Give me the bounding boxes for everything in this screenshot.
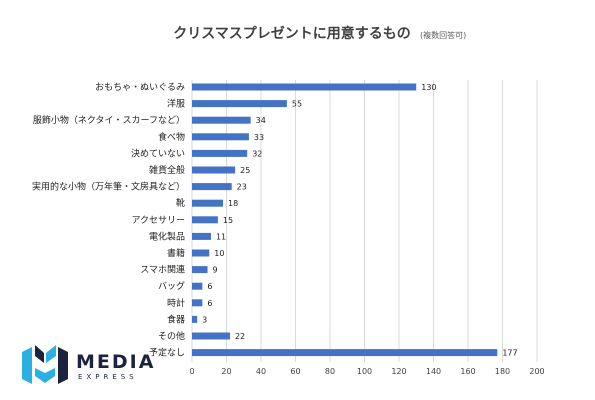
x-tick-label: 200 — [529, 367, 544, 376]
value-label: 11 — [216, 232, 226, 241]
x-tick-label: 80 — [325, 367, 335, 376]
x-tick-labels: 0 20 40 60 80 100 120 140 160 180 200 — [189, 367, 544, 376]
value-label: 22 — [235, 332, 245, 341]
bar — [192, 83, 417, 91]
category-label: 食べ物 — [158, 131, 185, 143]
category-label: その他 — [158, 330, 185, 342]
value-label: 55 — [292, 100, 302, 109]
category-label: 実用的な小物（万年筆・文房具など） — [32, 181, 185, 193]
category-label: スマホ関連 — [140, 264, 185, 276]
value-label: 33 — [254, 133, 264, 142]
bar — [192, 266, 208, 274]
value-label: 177 — [502, 349, 517, 358]
bar — [192, 332, 230, 340]
bar — [192, 149, 248, 157]
x-tick-label: 160 — [460, 367, 475, 376]
chart-title-note: (複数回答可) — [420, 30, 466, 40]
bars — [192, 83, 498, 357]
bar — [192, 349, 498, 357]
logo-mark-icon — [22, 345, 68, 384]
x-tick-label: 0 — [189, 367, 194, 376]
category-label: 洋服 — [167, 98, 185, 110]
value-label: 10 — [214, 249, 224, 258]
x-tick-label: 120 — [391, 367, 406, 376]
value-label: 6 — [207, 299, 212, 308]
grid — [191, 80, 538, 362]
category-label: アクセサリー — [131, 215, 185, 226]
category-label: 服飾小物（ネクタイ・スカーフなど） — [33, 114, 185, 126]
value-label: 34 — [256, 116, 266, 125]
bar — [192, 100, 287, 108]
category-label: バッグ — [158, 280, 185, 292]
bar — [192, 232, 211, 240]
category-label: おもちゃ・ぬいぐるみ — [95, 82, 185, 93]
x-tick-label: 60 — [290, 367, 300, 376]
bar — [192, 216, 218, 224]
value-label: 15 — [223, 216, 233, 225]
category-label: 電化製品 — [149, 230, 185, 242]
bar — [192, 133, 249, 141]
value-label: 130 — [421, 83, 436, 92]
category-label: 靴 — [176, 197, 185, 209]
x-tick-label: 20 — [221, 367, 231, 376]
bar — [192, 199, 224, 207]
value-label: 23 — [237, 183, 247, 192]
x-tick-label: 180 — [495, 367, 510, 376]
category-label: 予定なし — [149, 347, 185, 359]
bar — [192, 315, 198, 323]
media-express-logo: MEDIA EXPRESS — [22, 345, 155, 384]
bar — [192, 116, 251, 124]
x-tick-label: 100 — [357, 367, 372, 376]
value-label: 9 — [213, 266, 218, 275]
bar — [192, 166, 236, 174]
bar — [192, 249, 210, 257]
value-label: 25 — [240, 166, 250, 175]
category-label: 書籍 — [167, 247, 185, 259]
x-tick-label: 140 — [426, 367, 441, 376]
bar — [192, 299, 203, 307]
bar — [192, 183, 232, 191]
value-label: 18 — [228, 199, 238, 208]
category-label: 雑貨全般 — [149, 164, 185, 176]
x-tick-label: 40 — [256, 367, 266, 376]
category-label: 時計 — [167, 297, 185, 309]
category-label: 食器 — [167, 313, 185, 325]
value-label: 32 — [252, 149, 262, 158]
logo-main-text: MEDIA — [76, 351, 155, 373]
value-label: 3 — [202, 315, 207, 324]
chart-title-group: クリスマスプレゼントに用意するもの (複数回答可) — [173, 25, 466, 42]
bar — [192, 282, 203, 290]
chart-title: クリスマスプレゼントに用意するもの — [173, 25, 411, 42]
value-label: 6 — [207, 282, 212, 291]
logo-sub-text: EXPRESS — [78, 373, 138, 381]
category-label: 決めていない — [131, 147, 185, 159]
